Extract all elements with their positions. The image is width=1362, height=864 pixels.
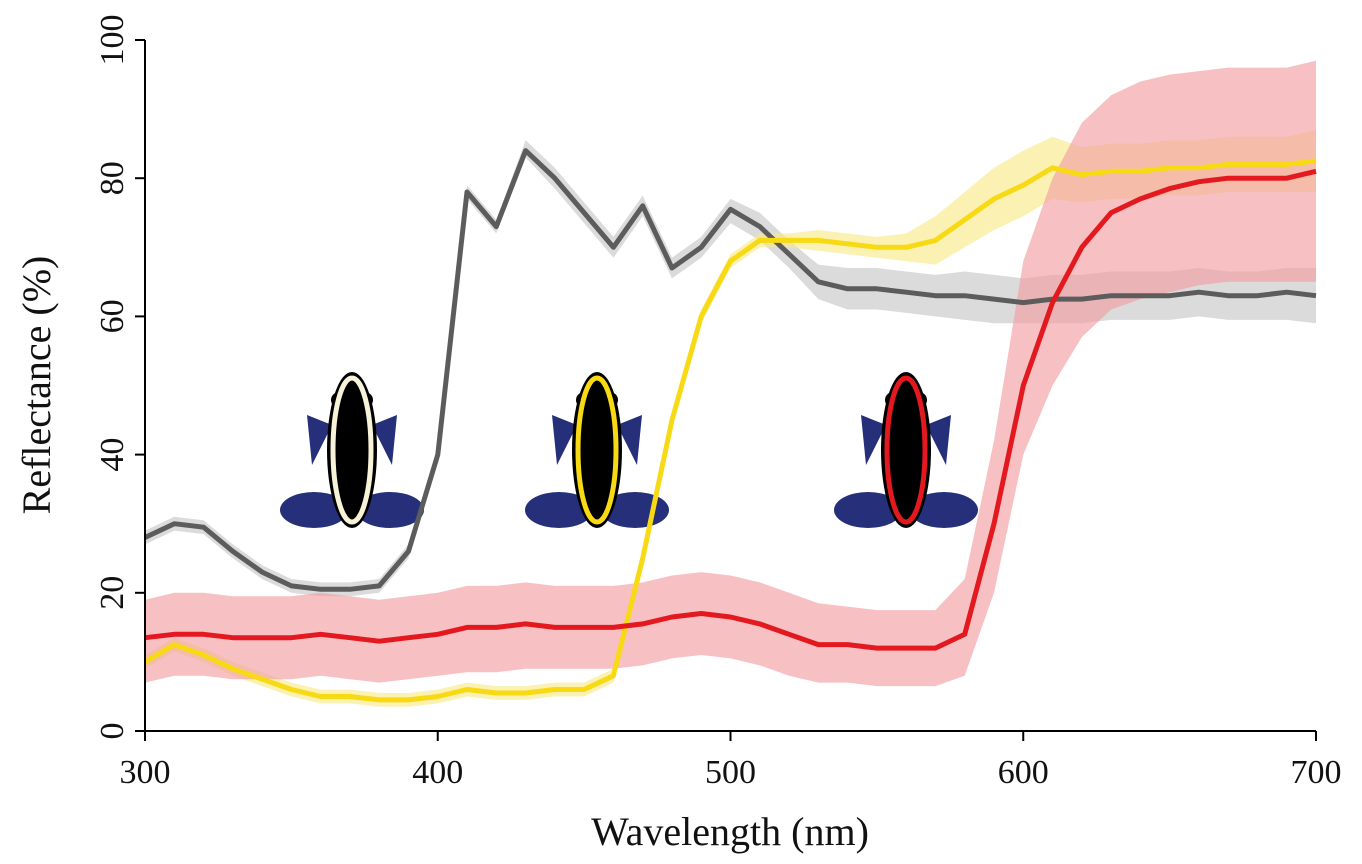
y-tick-label: 60 xyxy=(94,299,131,333)
series-line xyxy=(143,158,1317,703)
frog-icon xyxy=(280,372,424,528)
frog-icons xyxy=(280,372,978,528)
y-tick-label: 20 xyxy=(94,576,131,610)
y-axis-title: Reflectance (%) xyxy=(14,256,59,515)
x-tick-label: 500 xyxy=(705,754,756,791)
bands xyxy=(145,60,1316,707)
x-tick-label: 700 xyxy=(1291,754,1342,791)
y-tick-label: 100 xyxy=(94,15,131,66)
x-tick-label: 600 xyxy=(998,754,1049,791)
x-tick-label: 400 xyxy=(412,754,463,791)
x-axis-title: Wavelength (nm) xyxy=(591,809,869,854)
x-tick-label: 300 xyxy=(120,754,171,791)
y-tick-label: 40 xyxy=(94,438,131,472)
series-line xyxy=(143,148,1317,592)
y-tick-label: 0 xyxy=(94,723,131,740)
frog-icon xyxy=(834,372,978,528)
axes: 300 400 500 600 700 0 20 40 60 80 100 xyxy=(94,15,1342,792)
lines xyxy=(143,148,1317,703)
y-tick-label: 80 xyxy=(94,161,131,195)
series-line xyxy=(144,168,1317,651)
error-band xyxy=(145,60,1316,687)
frog-icon xyxy=(525,372,669,528)
